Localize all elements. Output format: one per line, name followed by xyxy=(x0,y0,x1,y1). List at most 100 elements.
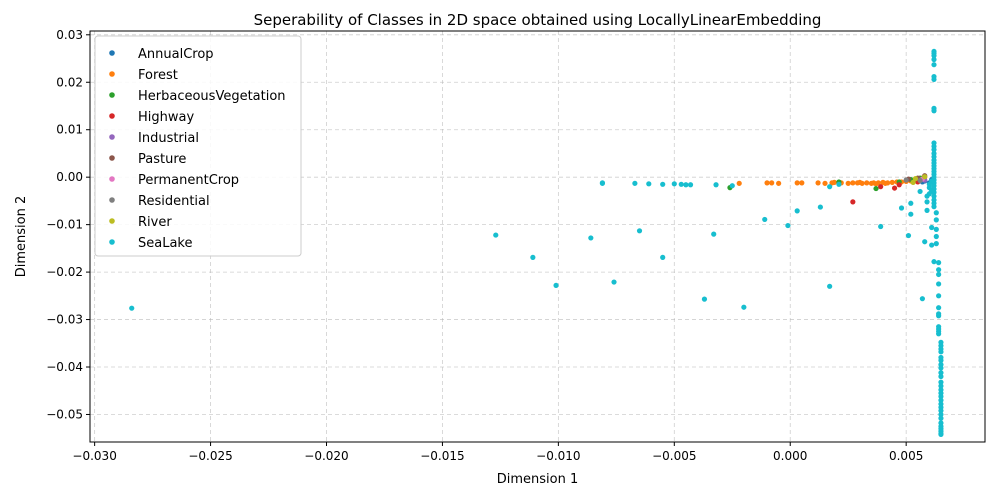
data-point xyxy=(931,56,937,63)
data-point xyxy=(817,204,823,210)
data-point xyxy=(896,182,902,188)
data-point xyxy=(736,180,742,186)
data-point xyxy=(878,223,884,230)
data-point xyxy=(850,199,856,205)
data-point xyxy=(845,180,851,186)
legend-marker xyxy=(109,134,115,140)
data-point xyxy=(938,370,944,376)
x-tick-label: −0.030 xyxy=(72,449,116,463)
data-point xyxy=(794,208,800,214)
data-point xyxy=(588,235,594,241)
data-point xyxy=(917,177,923,184)
data-point xyxy=(936,281,942,287)
data-point xyxy=(827,283,833,289)
data-point xyxy=(933,233,939,240)
data-point xyxy=(873,181,879,187)
data-point xyxy=(850,180,856,186)
data-point xyxy=(931,193,937,199)
data-point xyxy=(687,182,694,188)
data-point xyxy=(936,260,942,266)
data-point xyxy=(701,296,708,302)
data-point xyxy=(799,180,805,186)
series-residential xyxy=(903,177,923,184)
data-point xyxy=(936,293,942,299)
data-point xyxy=(938,365,944,371)
data-point xyxy=(827,184,833,190)
axis-ticks: −0.030 −0.025 −0.020 −0.015 −0.010 −0.005 0.00… xyxy=(46,28,923,463)
data-point xyxy=(741,304,747,310)
x-tick-label: −0.015 xyxy=(420,449,464,463)
data-point xyxy=(936,331,942,337)
legend-marker xyxy=(109,176,115,182)
data-point xyxy=(646,181,652,187)
data-point xyxy=(929,242,935,248)
data-point xyxy=(762,216,768,223)
legend-marker xyxy=(109,239,115,245)
data-point xyxy=(611,279,617,285)
legend-label: River xyxy=(138,215,172,230)
data-point xyxy=(924,193,930,199)
data-point xyxy=(908,200,914,206)
data-point xyxy=(933,226,939,232)
data-point xyxy=(931,147,937,153)
data-point xyxy=(922,239,928,245)
data-point xyxy=(910,179,916,185)
x-tick-label: −0.005 xyxy=(652,449,696,463)
data-point xyxy=(530,254,536,260)
data-point xyxy=(889,179,895,185)
data-point xyxy=(938,349,944,355)
data-point xyxy=(929,224,935,231)
data-point xyxy=(660,181,666,187)
data-point xyxy=(553,282,559,288)
data-point xyxy=(933,210,939,216)
y-tick-label: −0.05 xyxy=(46,407,83,421)
legend-label: Forest xyxy=(138,68,178,83)
data-point xyxy=(729,183,735,189)
data-point xyxy=(632,180,638,186)
y-axis-title: Dimension 2 xyxy=(14,196,29,278)
data-point xyxy=(831,179,837,185)
data-point xyxy=(857,179,863,185)
y-tick-label: −0.02 xyxy=(46,265,83,279)
data-point xyxy=(938,411,944,418)
data-point xyxy=(936,305,942,311)
series-sealake xyxy=(129,48,944,438)
data-point xyxy=(938,373,944,380)
data-point xyxy=(678,181,684,187)
legend-label: Industrial xyxy=(138,131,199,146)
data-point xyxy=(891,185,898,191)
data-point xyxy=(936,271,942,278)
series-highway xyxy=(850,179,921,205)
data-point xyxy=(936,267,942,273)
data-point xyxy=(873,185,879,192)
data-point xyxy=(864,180,870,186)
legend-box xyxy=(94,35,302,257)
data-point xyxy=(898,205,905,211)
legend-label: Residential xyxy=(138,194,210,209)
data-point xyxy=(129,305,135,311)
data-point xyxy=(815,180,821,186)
y-tick-label: −0.04 xyxy=(46,360,83,374)
data-point xyxy=(938,379,944,385)
data-point xyxy=(822,180,828,186)
data-point xyxy=(936,313,942,319)
data-point xyxy=(933,217,939,223)
data-point xyxy=(938,415,944,421)
x-tick-label: −0.010 xyxy=(536,449,580,463)
data-point xyxy=(908,211,914,217)
legend-marker xyxy=(109,50,115,56)
chart-title: Seperability of Classes in 2D space obta… xyxy=(254,11,822,29)
data-point xyxy=(493,232,499,238)
data-point xyxy=(599,180,606,186)
data-point xyxy=(764,180,770,186)
data-point xyxy=(836,181,842,187)
data-point xyxy=(671,181,677,187)
data-point xyxy=(785,222,791,229)
y-tick-label: 0.03 xyxy=(56,28,83,42)
data-point xyxy=(931,53,937,59)
data-point xyxy=(922,174,928,180)
y-tick-label: −0.03 xyxy=(46,313,83,327)
data-point xyxy=(636,228,643,234)
